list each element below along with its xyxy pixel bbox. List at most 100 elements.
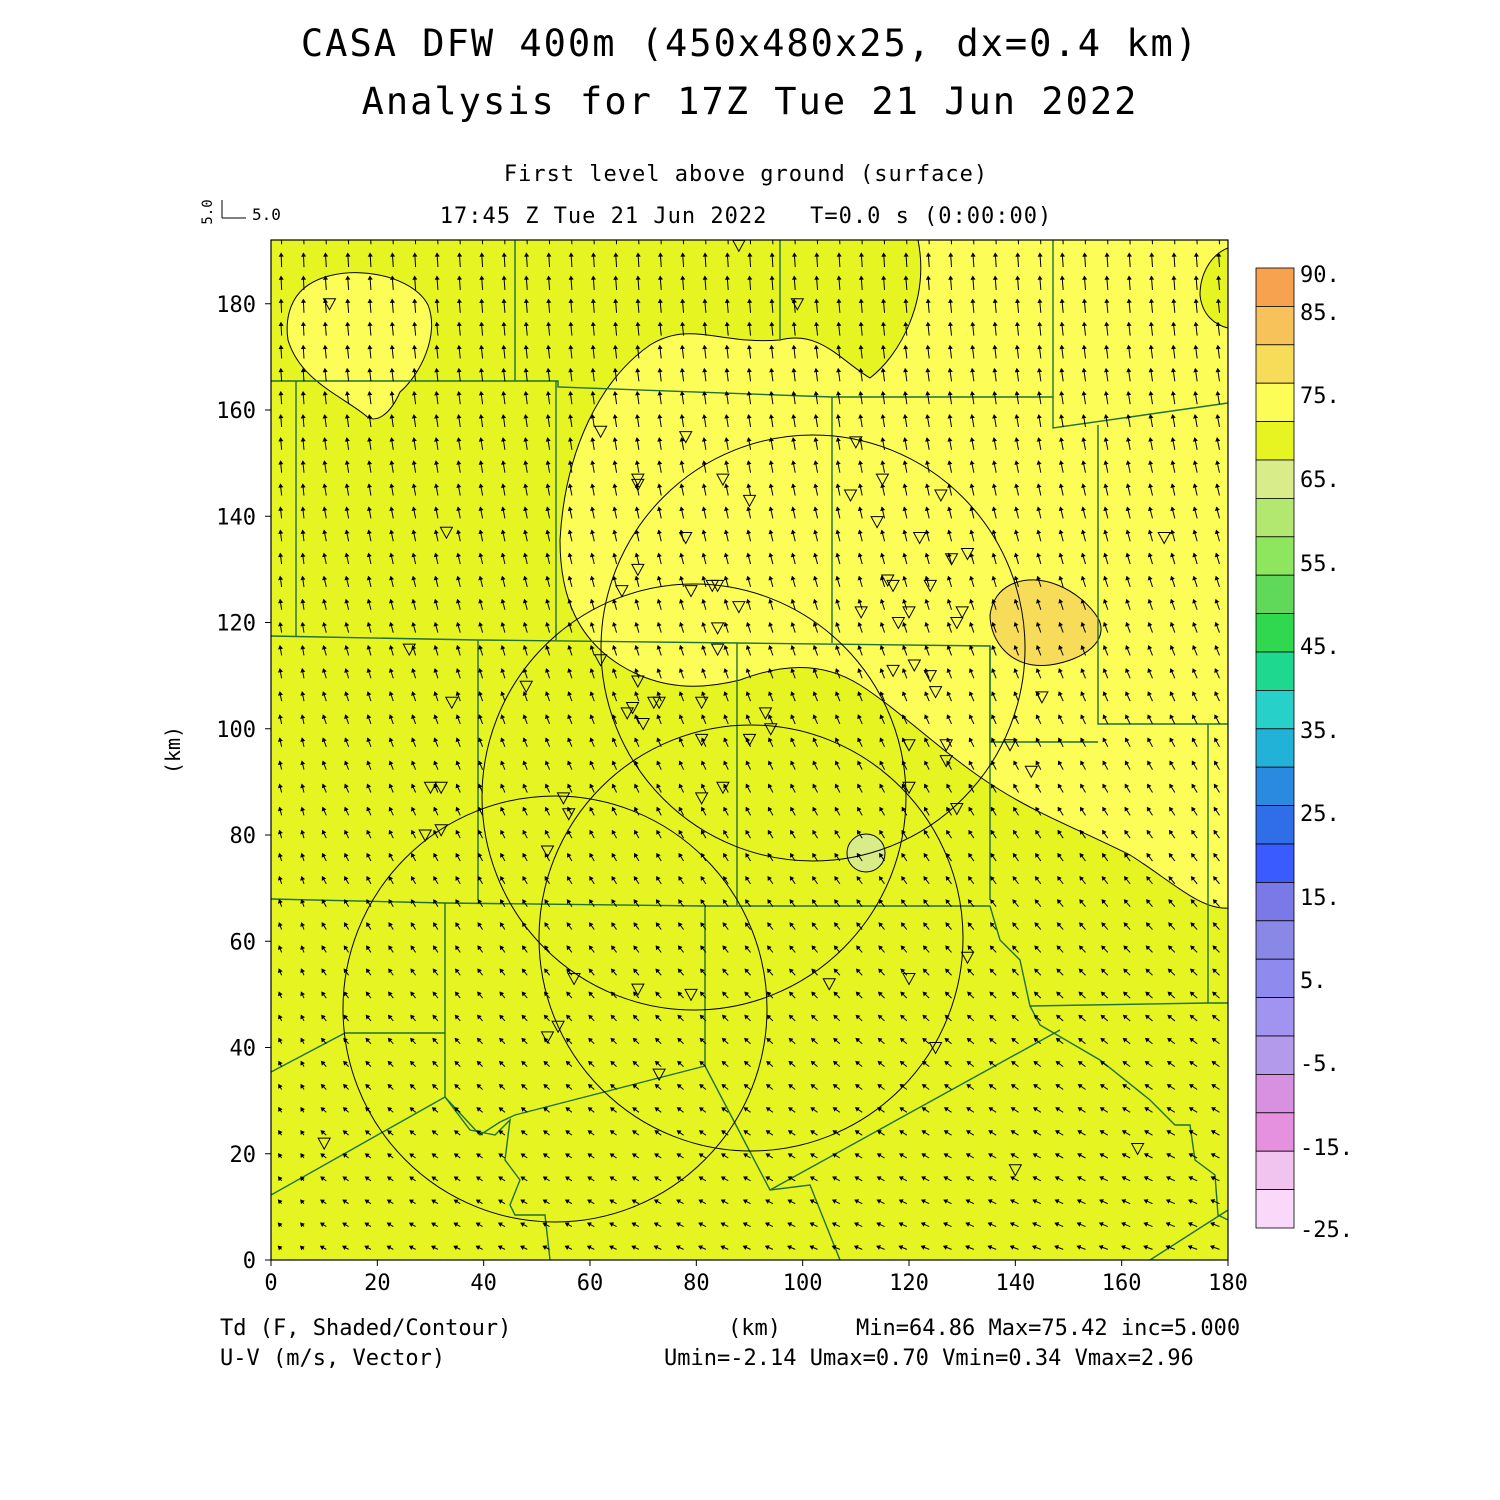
station-marker: [902, 781, 916, 795]
wind-vector-head: [411, 575, 417, 581]
wind-vector-head: [769, 321, 775, 327]
wind-vector-head: [701, 760, 706, 766]
wind-vector-head: [280, 230, 283, 233]
wind-vector-head: [969, 437, 975, 442]
wind-vector-head: [568, 275, 574, 280]
wind-vector-head: [1170, 390, 1176, 396]
wind-vector-head: [523, 275, 530, 280]
wind-vector-head: [656, 783, 661, 789]
wind-vector-head: [1192, 460, 1198, 465]
wind-vector-head: [1083, 230, 1086, 233]
wind-vector-head: [300, 1037, 305, 1043]
wind-vector-head: [567, 483, 573, 488]
wind-vector-head: [1143, 1245, 1149, 1250]
wind-vector-head: [1101, 899, 1107, 905]
wind-vector-head: [478, 460, 484, 465]
wind-vector-head: [1103, 437, 1109, 442]
wind-vector-head: [343, 1037, 348, 1043]
wind-vector-head: [924, 737, 929, 743]
wind-vector-head: [456, 344, 462, 350]
wind-vector-head: [678, 876, 683, 881]
wind-vector-head: [942, 1245, 948, 1250]
wind-vector-head: [567, 668, 573, 673]
wind-vector-head: [389, 575, 394, 581]
wind-vector-head: [476, 1014, 482, 1020]
wind-vector-head: [388, 691, 394, 696]
wind-vector-head: [320, 1037, 326, 1043]
wind-vector-head: [389, 367, 395, 373]
wind-vector-head: [857, 621, 863, 627]
wind-vector-head: [790, 691, 796, 697]
wind-vector-head: [1082, 298, 1088, 304]
wind-vector-head: [611, 876, 616, 881]
wind-vector-head: [990, 876, 995, 881]
wind-vector-head: [1099, 1199, 1104, 1204]
wind-vector-head: [546, 344, 552, 350]
wind-vector-head: [278, 437, 284, 442]
wind-vector-head: [322, 575, 328, 581]
wind-vector-head: [655, 945, 661, 951]
wind-vector-head: [723, 737, 728, 743]
wind-vector-head: [1014, 437, 1020, 442]
wind-vector-head: [1079, 806, 1085, 812]
wind-vector-head: [747, 275, 753, 280]
wind-vector-head: [520, 1222, 526, 1227]
wind-vector-head: [542, 1176, 548, 1181]
station-marker: [928, 686, 943, 699]
wind-vector-head: [433, 899, 438, 905]
wind-vector-head: [701, 552, 707, 558]
wind-vector-head: [344, 414, 350, 419]
wind-vector-head: [791, 390, 797, 396]
wind-vector-head: [387, 1037, 393, 1043]
wind-vector-head: [877, 1014, 883, 1020]
vector-scale-key: 5.0 5.0: [200, 199, 281, 224]
wind-vector-head: [1078, 1037, 1083, 1043]
wind-vector-head: [409, 1130, 415, 1135]
wind-vector-head: [590, 275, 596, 280]
wind-vector-head: [523, 414, 529, 419]
station-marker: [652, 696, 666, 710]
wind-vector-head: [946, 691, 952, 697]
wind-vector-head: [1104, 298, 1110, 304]
wind-vector: [995, 240, 997, 245]
wind-vector-head: [564, 1199, 570, 1204]
wind-vector-head: [609, 1199, 615, 1204]
wind-vector-head: [590, 414, 596, 419]
wind-vector-head: [478, 367, 484, 373]
wind-vector-head: [300, 460, 306, 465]
wind-vector-head: [1057, 852, 1062, 858]
wind-vector-head: [678, 645, 684, 650]
wind-vector-head: [677, 991, 683, 997]
wind-vector-head: [499, 968, 505, 974]
wind-vector-head: [1104, 275, 1110, 280]
station-marker: [694, 696, 709, 710]
wind-vector-head: [592, 230, 595, 233]
station-marker: [434, 781, 448, 795]
wind-vector-head: [278, 598, 284, 604]
wind-vector-head: [366, 668, 372, 673]
wind-vector-head: [568, 344, 574, 350]
wind-vector-head: [743, 1153, 749, 1158]
wind-vector-head: [965, 1199, 971, 1204]
wind-vector-head: [387, 1060, 393, 1066]
wind-vector-head: [968, 876, 973, 881]
wind-vector-head: [609, 1176, 615, 1181]
wind-vector-head: [879, 829, 884, 835]
wind-vector-head: [389, 483, 395, 488]
wind-vector-head: [1098, 1245, 1104, 1250]
wind-vector-head: [925, 390, 931, 396]
wind-vector-head: [901, 691, 907, 697]
wind-vector-head: [500, 668, 506, 673]
wind-vector-head: [453, 1199, 459, 1204]
wind-vector-head: [992, 298, 998, 304]
wind-vector-head: [1032, 1107, 1038, 1112]
wind-vector-head: [635, 275, 641, 280]
wind-vector-head: [768, 506, 774, 512]
wind-vector-head: [476, 1083, 482, 1089]
wind-vector-head: [768, 414, 774, 419]
wind-vector-head: [411, 668, 417, 673]
wind-vector-head: [744, 922, 750, 928]
wind-vector-head: [436, 230, 439, 233]
wind-vector-head: [453, 1153, 459, 1158]
